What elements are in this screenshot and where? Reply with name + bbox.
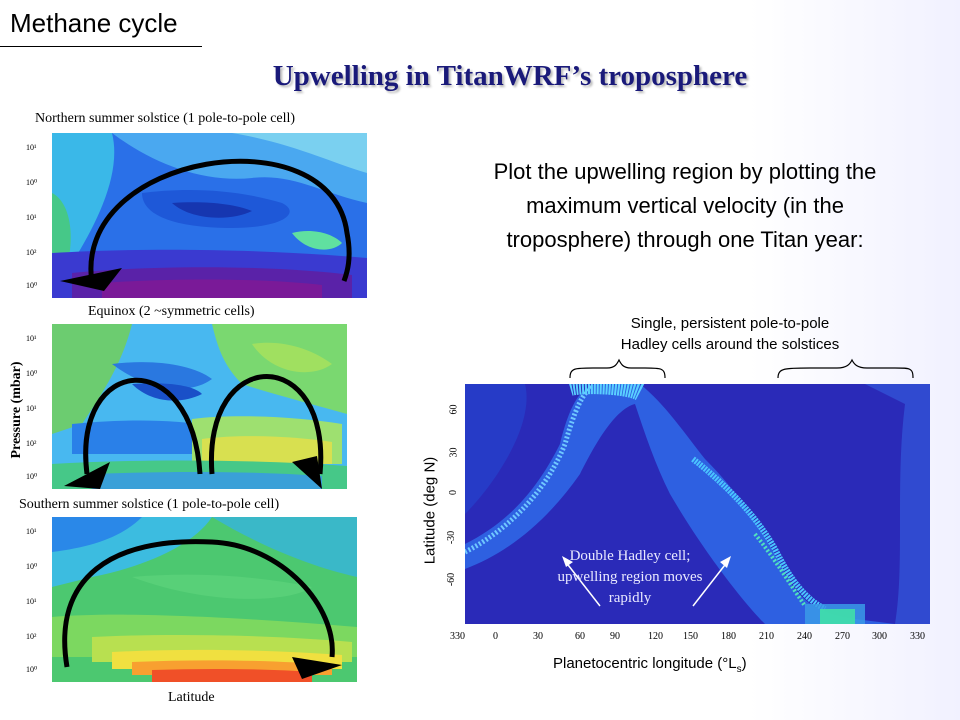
y-tick-label: 10¹ xyxy=(26,404,37,413)
y-tick-label: 10⁰ xyxy=(26,562,38,571)
annotation-line: Hadley cells around the solstices xyxy=(620,336,840,353)
y-tick-label: 10⁰ xyxy=(26,281,38,290)
y-tick-label: 10² xyxy=(26,248,37,257)
y-tick-label: -30 xyxy=(446,530,458,545)
y-tick-label: 10² xyxy=(26,632,37,641)
annotation-line: Double Hadley cell; xyxy=(569,548,691,564)
y-tick-label: -60 xyxy=(446,572,458,587)
x-label-text: Planetocentric longitude (°L xyxy=(553,655,737,672)
solstice-annotation: Single, persistent pole-to-pole Hadley c… xyxy=(560,313,900,355)
hovmoller-x-ticks: 330 0 30 60 90 120 150 180 210 240 270 3… xyxy=(450,631,945,645)
panel2-y-ticks: 10¹ 10⁰ 10¹ 10² 10⁰ xyxy=(26,324,54,489)
hovmoller-y-axis-label: Latitude (deg N) xyxy=(421,456,439,565)
hovmoller-plot xyxy=(465,384,930,624)
annotation-line: Single, persistent pole-to-pole xyxy=(630,315,830,332)
x-tick-label: 30 xyxy=(533,631,543,642)
equinox-panel xyxy=(52,324,347,489)
annotation-line: upwelling region moves xyxy=(557,569,703,585)
pressure-axis-label: Pressure (mbar) xyxy=(9,361,24,459)
y-tick-label: 10¹ xyxy=(26,213,37,222)
panel1-y-ticks: 10¹ 10⁰ 10¹ 10² 10⁰ xyxy=(26,133,54,298)
x-tick-label: 240 xyxy=(797,631,812,642)
section-title: Methane cycle xyxy=(10,8,178,38)
annotation-line: rapidly xyxy=(608,590,652,606)
y-tick-label: 60 xyxy=(448,404,460,415)
panel-caption-southern: Southern summer solstice (1 pole-to-pole… xyxy=(19,497,280,512)
y-tick-label: 0 xyxy=(448,490,459,495)
y-tick-label: 10⁰ xyxy=(26,472,38,481)
y-tick-label: 10⁰ xyxy=(26,178,38,187)
x-tick-label: 300 xyxy=(872,631,887,642)
panel3-y-ticks: 10¹ 10⁰ 10¹ 10² 10⁰ xyxy=(26,517,54,682)
x-tick-label: 0 xyxy=(493,631,498,642)
description-line: troposphere) through one Titan year: xyxy=(506,227,864,252)
x-tick-label: 120 xyxy=(648,631,663,642)
southern-solstice-panel xyxy=(52,517,357,682)
panel-caption-northern: Northern summer solstice (1 pole-to-pole… xyxy=(35,111,296,126)
y-tick-label: 10⁰ xyxy=(26,665,38,674)
section-divider xyxy=(0,46,202,47)
x-tick-label: 180 xyxy=(721,631,736,642)
double-hadley-annotation: Double Hadley cell; upwelling region mov… xyxy=(520,546,740,609)
y-tick-label: 30 xyxy=(448,447,460,458)
x-tick-label: 330 xyxy=(910,631,925,642)
panel-caption-equinox: Equinox (2 ~symmetric cells) xyxy=(88,304,255,319)
x-tick-label: 90 xyxy=(610,631,620,642)
y-tick-label: 10¹ xyxy=(26,597,37,606)
description-line: maximum vertical velocity (in the xyxy=(526,193,844,218)
x-tick-label: 330 xyxy=(450,631,465,642)
x-label-subscript: s xyxy=(736,664,742,675)
description-text: Plot the upwelling region by plotting th… xyxy=(420,155,950,257)
y-tick-label: 10¹ xyxy=(26,527,37,536)
y-tick-label: 10⁰ xyxy=(26,369,38,378)
northern-solstice-panel xyxy=(52,133,367,298)
y-tick-label: 10² xyxy=(26,439,37,448)
latitude-axis-label: Latitude xyxy=(168,690,215,705)
slide-title: Upwelling in TitanWRF’s troposphere xyxy=(272,60,748,92)
x-tick-label: 270 xyxy=(835,631,850,642)
y-tick-label: 10¹ xyxy=(26,334,37,343)
x-tick-label: 60 xyxy=(575,631,585,642)
hovmoller-y-ticks: 60 30 0 -30 -60 xyxy=(446,384,465,624)
x-label-close: ) xyxy=(741,655,747,672)
x-tick-label: 210 xyxy=(759,631,774,642)
x-tick-label: 150 xyxy=(683,631,698,642)
hovmoller-x-axis-label: Planetocentric longitude (°Ls) xyxy=(553,655,747,675)
description-line: Plot the upwelling region by plotting th… xyxy=(493,159,877,184)
y-tick-label: 10¹ xyxy=(26,143,37,152)
solstice-braces xyxy=(569,358,914,379)
